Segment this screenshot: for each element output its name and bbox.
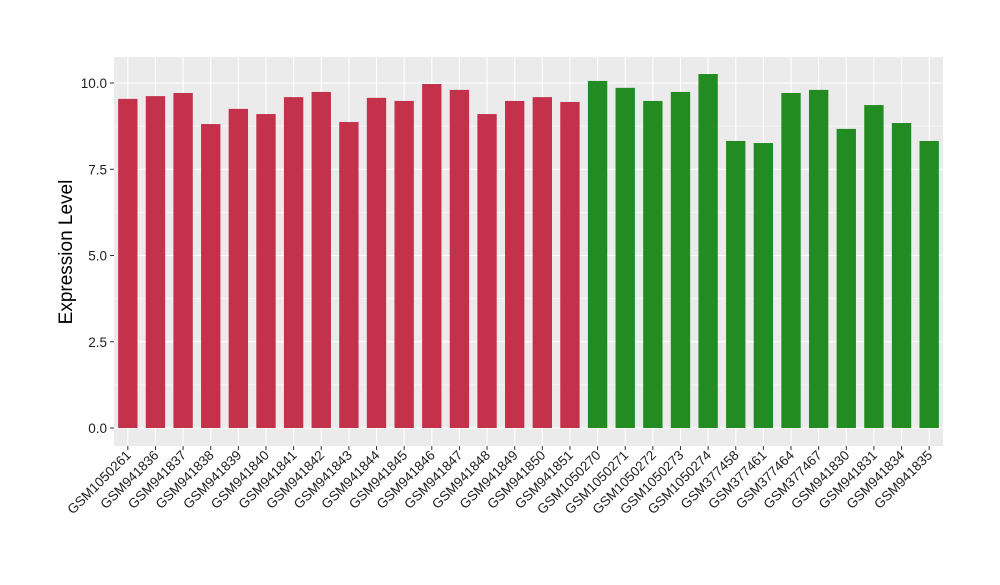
bar-GSM377467 (808, 89, 829, 429)
bar-GSM941837 (173, 93, 193, 428)
bar-GSM941840 (256, 114, 276, 429)
bar-GSM377464 (781, 93, 801, 428)
bar-GSM941849 (505, 100, 525, 428)
bar-GSM1050273 (670, 91, 691, 428)
bar-GSM1050270 (587, 80, 608, 429)
bar-GSM377461 (753, 143, 774, 428)
bar-GSM1050261 (118, 98, 138, 429)
bar-GSM1050271 (615, 87, 635, 428)
y-tick-label: 10.0 (81, 76, 107, 91)
bar-GSM1050274 (698, 74, 718, 428)
plot-panel (114, 57, 943, 446)
bar-GSM941845 (394, 100, 414, 428)
bar-GSM941834 (891, 123, 912, 429)
bar-GSM941842 (311, 91, 331, 428)
y-axis-label: Expression Level (56, 180, 77, 325)
bar-GSM941850 (532, 97, 552, 429)
bar-GSM941830 (836, 128, 856, 428)
bar-GSM377458 (726, 140, 746, 428)
y-tick-label: 5.0 (88, 249, 107, 264)
bar-GSM941847 (449, 89, 470, 429)
bar-GSM1050272 (643, 100, 663, 428)
bar-GSM941841 (283, 97, 304, 429)
bar-GSM941839 (228, 108, 249, 428)
bar-GSM941831 (864, 105, 884, 428)
y-tick-label: 0.0 (88, 421, 107, 436)
y-tick-label: 2.5 (88, 335, 107, 350)
bar-GSM941835 (919, 140, 939, 428)
bar-GSM941846 (422, 84, 442, 428)
bar-GSM941851 (560, 101, 580, 428)
bar-GSM941843 (339, 121, 359, 429)
bar-GSM941836 (145, 96, 166, 429)
y-tick-label: 7.5 (88, 162, 107, 177)
bar-GSM941844 (366, 97, 387, 429)
bar-GSM941838 (201, 124, 221, 429)
bar-GSM941848 (477, 114, 497, 429)
